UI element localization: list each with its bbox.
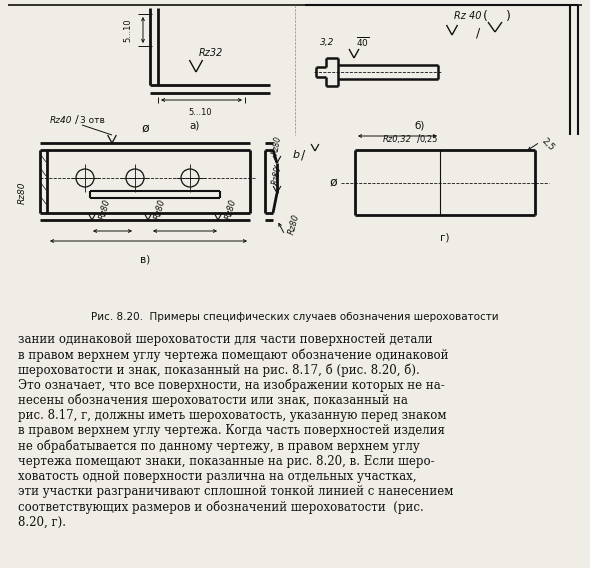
Text: ø: ø [329,176,337,189]
Text: Rz80: Rz80 [287,212,301,235]
Text: /: / [301,148,305,161]
Text: ховатость одной поверхности различна на отдельных участках,: ховатость одной поверхности различна на … [18,470,417,483]
Text: 5...10: 5...10 [188,108,212,117]
Text: 3 отв: 3 отв [80,116,105,125]
Text: Rz 40: Rz 40 [454,11,481,21]
Text: 3,2: 3,2 [320,38,334,47]
Text: Rz0,32: Rz0,32 [382,135,411,144]
Text: эти участки разграничивают сплошной тонкой линией с нанесением: эти участки разграничивают сплошной тонк… [18,485,453,498]
Text: шероховатости и знак, показанный на рис. 8.17, б (рис. 8.20, б).: шероховатости и знак, показанный на рис.… [18,364,419,377]
Text: (: ( [483,10,488,23]
Text: ø: ø [141,122,149,135]
Text: не обрабатывается по данному чертежу, в правом верхнем углу: не обрабатывается по данному чертежу, в … [18,440,419,453]
Text: Рис. 8.20.  Примеры специфических случаев обозначения шероховатости: Рис. 8.20. Примеры специфических случаев… [91,312,499,322]
Text: Rz40: Rz40 [50,116,73,125]
Text: Rz80: Rz80 [153,198,167,220]
Text: /: / [476,27,480,40]
Text: 5...10: 5...10 [123,18,133,42]
Text: чертежа помещают знаки, показанные на рис. 8.20, в. Если шеро-: чертежа помещают знаки, показанные на ри… [18,454,435,467]
Text: а): а) [190,120,200,130]
Text: г): г) [440,233,450,243]
Text: 0,25: 0,25 [420,135,438,144]
Text: рис. 8.17, г, должны иметь шероховатость, указанную перед знаком: рис. 8.17, г, должны иметь шероховатость… [18,409,447,422]
Text: /: / [417,134,421,144]
Text: Rz80: Rz80 [98,198,112,220]
Text: Rz80: Rz80 [271,165,283,185]
Text: Rz80: Rz80 [18,182,27,204]
Text: Rz32: Rz32 [199,48,224,58]
Text: в правом верхнем углу чертежа помещают обозначение одинаковой: в правом верхнем углу чертежа помещают о… [18,348,448,362]
Text: ): ) [506,10,511,23]
Text: b: b [293,150,300,160]
Text: зании одинаковой шероховатости для части поверхностей детали: зании одинаковой шероховатости для части… [18,333,432,346]
Text: б): б) [415,120,425,130]
Text: несены обозначения шероховатости или знак, показанный на: несены обозначения шероховатости или зна… [18,394,408,407]
Text: Rz80: Rz80 [271,135,283,155]
Text: в правом верхнем углу чертежа. Когда часть поверхностей изделия: в правом верхнем углу чертежа. Когда час… [18,424,445,437]
Text: 2,5: 2,5 [540,137,556,153]
Text: $\overline{40}$: $\overline{40}$ [356,35,369,49]
Text: 8.20, г).: 8.20, г). [18,515,66,528]
Text: Rz80: Rz80 [224,198,238,220]
Text: в): в) [140,255,150,265]
Text: Это означает, что все поверхности, на изображении которых не на-: Это означает, что все поверхности, на из… [18,379,445,392]
Text: соответствующих размеров и обозначений шероховатости  (рис.: соответствующих размеров и обозначений ш… [18,500,424,513]
Text: /: / [75,115,78,125]
